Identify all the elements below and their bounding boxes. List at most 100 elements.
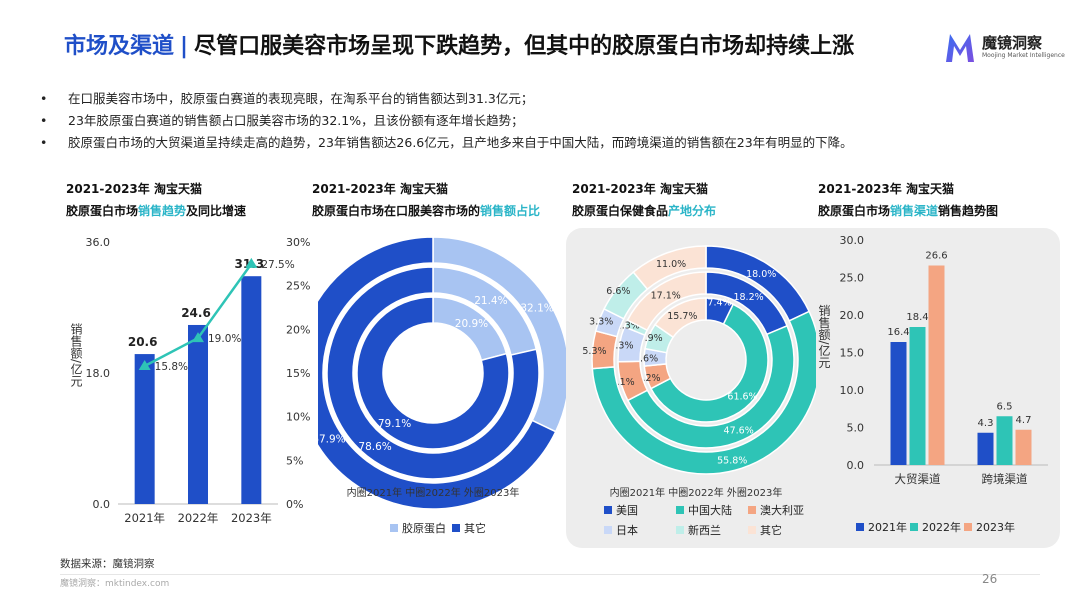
donut-slice-label: 32.1% (520, 302, 553, 314)
x-tick-label: 2023年 (231, 511, 272, 525)
brand-logo: 魔镜洞察 Moojing Market Intelligence (944, 30, 1065, 70)
y-tick-label: 0.0 (93, 498, 111, 511)
donut-slice-label: 7.4% (707, 298, 731, 309)
page-number: 26 (982, 572, 998, 586)
bar-channel-sales (977, 432, 994, 465)
donut-slice-label: 15.7% (667, 311, 697, 322)
legend-label: 胶原蛋白 (402, 521, 446, 535)
y2-tick-label: 25% (286, 280, 310, 293)
donut-slice (318, 236, 557, 510)
chart1-title-text: 胶原蛋白市场 (66, 204, 139, 218)
chart4-title-line1: 2021-2023年 淘宝天猫 (818, 182, 954, 196)
footer-divider (60, 574, 1040, 575)
chart3-origin-donut: 7.4% 61.6% 6.2% 4.6% 6.9% 15.7% 18.2% 47.6% 7.1%… (582, 245, 816, 537)
bar-value-label: 18.4 (906, 312, 928, 323)
donut-slice-label: 5.3% (582, 346, 606, 357)
legend-label: 其它 (464, 521, 486, 535)
bar-value-label: 4.3 (978, 418, 994, 429)
chart1-title-line2: 胶原蛋白市场销售趋势及同比增速 (66, 200, 246, 222)
bar-value-label: 24.6 (181, 306, 211, 320)
growth-rate-marker (245, 257, 258, 268)
chart2-title-highlight: 销售额占比 (480, 204, 541, 218)
bar-sales (188, 324, 208, 504)
y-tick-label: 36.0 (86, 236, 111, 249)
legend-label: 2022年 (922, 520, 961, 534)
y-tick-label: 18.0 (86, 367, 111, 380)
legend-swatch (390, 524, 398, 532)
donut-slice-label: 6.9% (639, 333, 663, 344)
x-tick-label: 2021年 (124, 511, 165, 525)
title-separator: | (180, 34, 189, 59)
chart4-title-text-tail: 销售趋势图 (938, 204, 999, 218)
logo-tagline: Moojing Market Intelligence (982, 52, 1065, 59)
chart1-title-text-tail: 及同比增速 (186, 204, 247, 218)
bar-channel-sales (996, 416, 1013, 465)
growth-rate-marker (192, 332, 204, 343)
x-tick-label: 跨境渠道 (982, 472, 1028, 486)
bar-value-label: 26.6 (925, 251, 947, 262)
chart3-title-highlight: 产地分布 (668, 204, 717, 218)
y-tick-label: 0.0 (847, 459, 865, 472)
donut-slice-label: 17.1% (651, 290, 681, 301)
bar-channel-sales (1015, 429, 1032, 465)
x-tick-label: 2022年 (178, 511, 219, 525)
bar-channel-sales (928, 265, 945, 465)
legend-swatch (748, 526, 756, 534)
legend-label: 中国大陆 (688, 503, 732, 517)
legend-label: 日本 (616, 523, 638, 537)
legend-label: 澳大利亚 (760, 503, 804, 517)
logo-name: 魔镜洞察 (982, 34, 1043, 52)
growth-rate-label: 19.0% (208, 333, 241, 345)
chart3-title: 2021-2023年 淘宝天猫 胶原蛋白保健食品产地分布 (572, 178, 716, 222)
legend-swatch (964, 523, 972, 531)
bar-value-label: 4.7 (1016, 415, 1032, 426)
donut-slice-label: 20.9% (455, 318, 488, 330)
donut-slice-label: 11.0% (656, 259, 686, 270)
ring-year-note: 内圈2021年 中圈2022年 外圈2023年 (347, 486, 520, 499)
bar-value-label: 16.4 (887, 327, 909, 338)
bar-sales (134, 354, 155, 504)
growth-rate-marker (138, 360, 151, 371)
data-source-note: 数据来源：魔镜洞察 (60, 558, 155, 570)
legend-label: 新西兰 (688, 523, 721, 537)
donut-slice (649, 303, 769, 423)
donut-slice-label: 6.6% (606, 286, 630, 297)
legend-label: 其它 (760, 523, 782, 537)
chart4-title-highlight: 销售渠道 (890, 204, 939, 218)
legend-swatch (604, 506, 612, 514)
page-title: 市场及渠道 | 尽管口服美容市场呈现下跌趋势，但其中的胶原蛋白市场却持续上涨 (64, 28, 854, 60)
footer-url: 魔镜洞察：mktindex.com (60, 579, 170, 589)
chart3-title-text: 胶原蛋白保健食品 (572, 204, 669, 218)
bar-value-label: 6.5 (997, 401, 1013, 412)
chart1-title: 2021-2023年 淘宝天猫 胶原蛋白市场销售趋势及同比增速 (66, 178, 246, 222)
y-tick-label: 5.0 (847, 422, 865, 435)
donut-slice-label: 18.0% (746, 269, 776, 280)
moojing-logo-icon (946, 34, 974, 62)
legend-swatch (452, 524, 460, 532)
chart3-title-line2: 胶原蛋白保健食品产地分布 (572, 200, 716, 222)
y-axis-label: 销售额/亿元 (69, 323, 83, 388)
chart2-title-line2: 胶原蛋白市场在口服美容市场的销售额占比 (312, 200, 540, 222)
bullet-item: 胶原蛋白市场的大贸渠道呈持续走高的趋势，23年销售额达26.6亿元，且产地多来自… (40, 132, 1050, 154)
chart1-title-highlight: 销售趋势 (138, 204, 187, 218)
bullet-item: 23年胶原蛋白赛道的销售额占口服美容市场的32.1%，且该份额有逐年增长趋势； (40, 110, 1050, 132)
y-axis-label: 销售额/亿元 (817, 304, 831, 369)
bar-sales (241, 276, 262, 504)
chart2-share-donut: 20.9% 79.1% 21.4% 78.6% 32.1% 67.9% 内圈2021年 中圈… (318, 236, 566, 535)
donut-slice-label: 7.1% (611, 377, 635, 388)
y2-tick-label: 0% (286, 498, 303, 511)
title-headline: 尽管口服美容市场呈现下跌趋势，但其中的胶原蛋白市场却持续上涨 (194, 34, 855, 59)
donut-slice-label: 55.8% (717, 456, 747, 467)
ring-year-note: 内圈2021年 中圈2022年 外圈2023年 (610, 486, 783, 499)
y2-tick-label: 5% (286, 454, 303, 467)
growth-rate-label: 15.8% (155, 361, 188, 373)
donut-slice (632, 245, 707, 291)
bar-value-label: 20.6 (128, 335, 158, 349)
legend-swatch (856, 523, 864, 531)
legend-swatch (748, 506, 756, 514)
y-tick-label: 25.0 (840, 272, 865, 285)
donut-slice-label: 79.1% (378, 418, 411, 430)
bar-channel-sales (890, 342, 907, 465)
x-tick-label: 大贸渠道 (895, 472, 941, 486)
y-tick-label: 15.0 (840, 347, 865, 360)
